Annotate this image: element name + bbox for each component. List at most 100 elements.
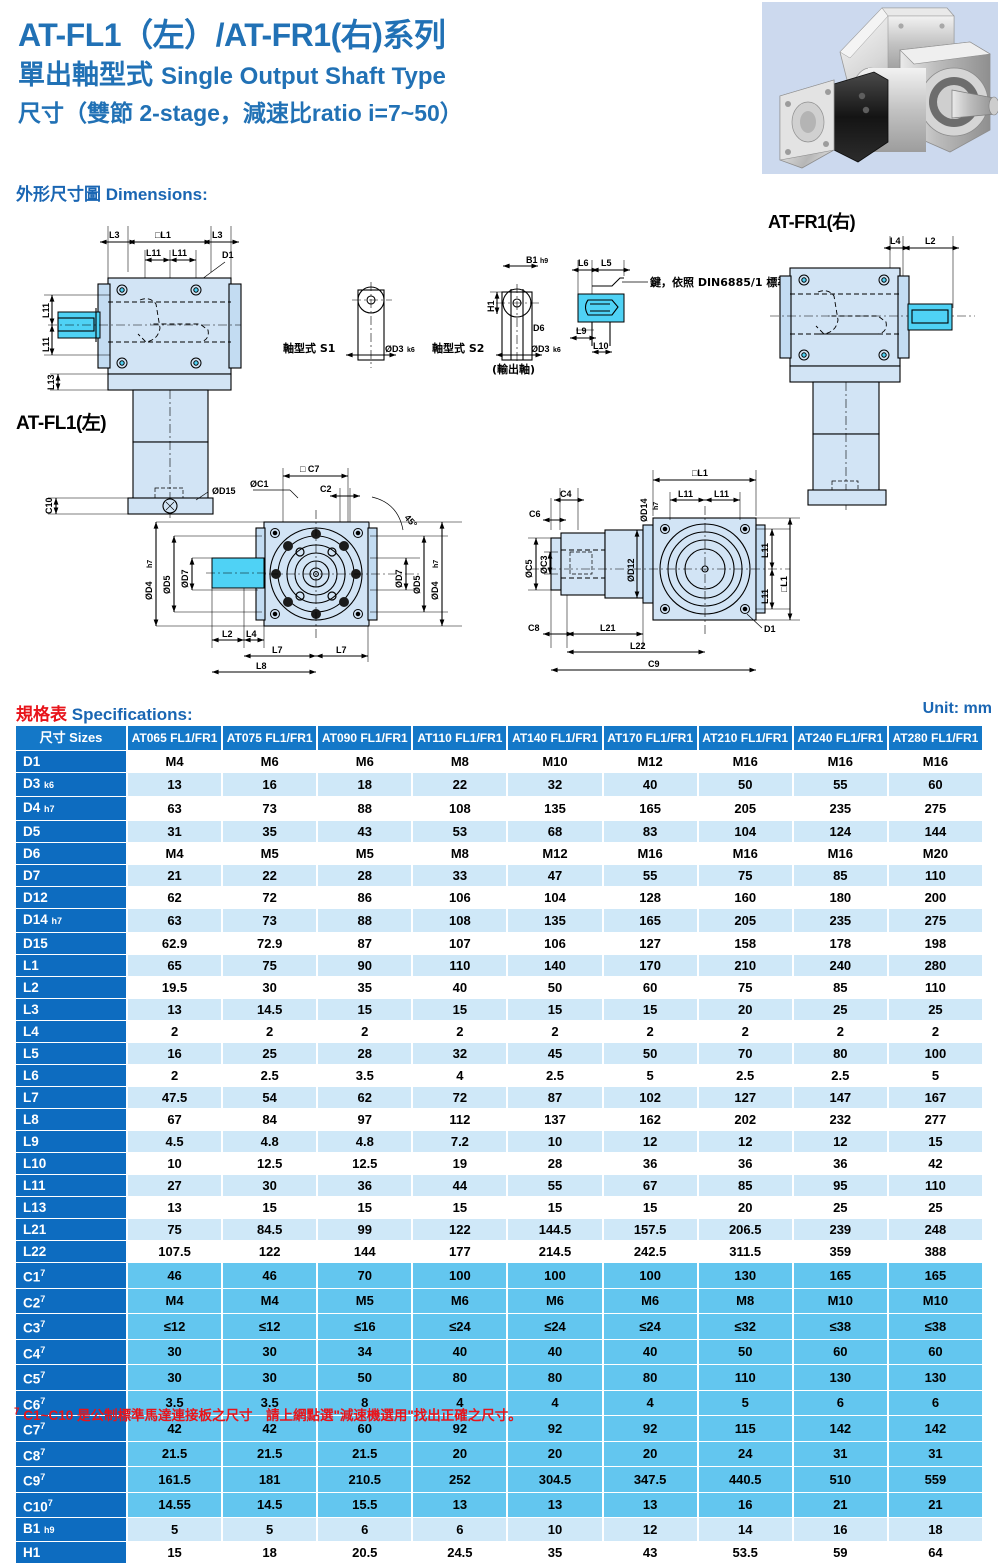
cell-l1-8: 240 — [792, 954, 889, 977]
cell-l11-7: 85 — [697, 1174, 794, 1197]
svg-text:k6: k6 — [407, 347, 415, 354]
cell-d7-6: 55 — [602, 864, 699, 887]
cell-d14-9: 275 — [887, 908, 985, 933]
cell-d14-4: 108 — [412, 908, 509, 933]
svg-text:L4: L4 — [890, 236, 901, 246]
cell-l5-6: 50 — [602, 1042, 699, 1065]
cell-c4-2: 30 — [222, 1339, 319, 1365]
column-header-5: AT140 FL1/FR1 — [507, 726, 604, 751]
table-row: C67 3.5 3.5 8 4 4 4 5 6 6 — [16, 1390, 985, 1416]
cell-l11-1: 27 — [127, 1174, 224, 1197]
cell-l2-3: 35 — [317, 976, 414, 999]
cell-l22-9: 388 — [887, 1240, 985, 1263]
cell-l2-6: 60 — [602, 976, 699, 999]
cell-d1-3: M6 — [317, 750, 414, 773]
cell-c2-9: M10 — [887, 1288, 985, 1314]
title-block: AT-FL1（左）/AT-FR1(右)系列 單出軸型式 Single Output… — [18, 14, 758, 130]
cell-l8-2: 84 — [222, 1108, 319, 1131]
table-row: C37 ≤12 ≤12 ≤16 ≤24 ≤24 ≤24 ≤32 ≤38 ≤38 — [16, 1313, 985, 1340]
cell-d14-1: 63 — [127, 908, 224, 933]
cell-l3-1: 13 — [127, 998, 224, 1021]
table-row: D12 62 72 86 106 104 128 160 180 200 — [16, 886, 985, 909]
table-row: L22 107.5 122 144 177 214.5 242.5 311.5 359 388 — [16, 1240, 985, 1263]
cell-l6-3: 3.5 — [317, 1064, 414, 1087]
cell-d5-8: 124 — [792, 820, 889, 843]
cell-d15-9: 198 — [887, 932, 985, 955]
cell-l7-8: 147 — [792, 1086, 889, 1109]
row-label-l22: L22 — [16, 1240, 128, 1263]
cell-d12-7: 160 — [697, 886, 794, 909]
cell-l5-2: 25 — [222, 1042, 319, 1065]
cell-d1-6: M12 — [602, 750, 699, 773]
cell-l22-3: 144 — [317, 1240, 414, 1263]
cell-c7-7: 115 — [697, 1415, 794, 1442]
cell-c5-8: 130 — [792, 1364, 889, 1391]
svg-text:□ C7: □ C7 — [300, 464, 319, 474]
title-cn: 單出軸型式 — [18, 60, 153, 90]
cell-h1-6: 43 — [602, 1541, 699, 1564]
cell-l9-1: 4.5 — [127, 1130, 224, 1153]
spec-heading-cn: 規格表 — [16, 705, 67, 724]
cell-c1-1: 46 — [127, 1262, 224, 1289]
cell-b1-3: 6 — [317, 1517, 414, 1542]
row-label-l13: L13 — [16, 1196, 128, 1219]
table-row: B1 h9 5 5 6 6 10 12 14 16 18 — [16, 1517, 985, 1542]
svg-text:ØD5: ØD5 — [162, 575, 172, 594]
row-label-d3: D3 k6 — [16, 772, 128, 797]
cell-l9-9: 15 — [887, 1130, 985, 1153]
cell-l21-4: 122 — [412, 1218, 509, 1241]
cell-b1-7: 14 — [697, 1517, 794, 1542]
cell-l4-1: 2 — [127, 1020, 224, 1043]
table-row: D5 31 35 43 53 68 83 104 124 144 — [16, 820, 985, 843]
column-header-7: AT210 FL1/FR1 — [697, 726, 794, 751]
cell-l5-1: 16 — [127, 1042, 224, 1065]
cell-c1-9: 165 — [887, 1262, 985, 1289]
cell-l21-1: 75 — [127, 1218, 224, 1241]
cell-l13-6: 15 — [602, 1196, 699, 1219]
cell-l21-7: 206.5 — [697, 1218, 794, 1241]
cell-c1-7: 130 — [697, 1262, 794, 1289]
cell-l10-4: 19 — [412, 1152, 509, 1175]
svg-text:L6: L6 — [578, 258, 589, 268]
svg-text:ØD4: ØD4 — [144, 581, 154, 600]
cell-l6-4: 4 — [412, 1064, 509, 1087]
cell-c6-8: 6 — [792, 1390, 889, 1416]
row-label-l7: L7 — [16, 1086, 128, 1109]
cell-l5-7: 70 — [697, 1042, 794, 1065]
svg-text:ØD3: ØD3 — [531, 344, 550, 354]
row-label-l5: L5 — [16, 1042, 128, 1065]
svg-text:L11: L11 — [41, 337, 51, 352]
row-label-d1: D1 — [16, 750, 128, 773]
svg-text:C4: C4 — [560, 489, 572, 499]
cell-c5-4: 80 — [412, 1364, 509, 1391]
table-row: C17 46 46 70 100 100 100 130 165 165 — [16, 1262, 985, 1289]
cell-c4-1: 30 — [127, 1339, 224, 1365]
cell-d1-5: M10 — [507, 750, 604, 773]
cell-l1-4: 110 — [412, 954, 509, 977]
cell-l10-9: 42 — [887, 1152, 985, 1175]
svg-text:ØD12: ØD12 — [626, 558, 636, 582]
cell-c5-9: 130 — [887, 1364, 985, 1391]
cell-c2-3: M5 — [317, 1288, 414, 1314]
row-label-l10: L10 — [16, 1152, 128, 1175]
cell-c10-8: 21 — [792, 1492, 889, 1518]
row-label-d14: D14 h7 — [16, 908, 128, 933]
cell-c3-9: ≤38 — [887, 1313, 985, 1340]
cell-l22-4: 177 — [412, 1240, 509, 1263]
cell-c9-5: 304.5 — [507, 1466, 604, 1493]
cell-c10-5: 13 — [507, 1492, 604, 1518]
cell-l10-2: 12.5 — [222, 1152, 319, 1175]
page-title-line2: 單出軸型式 Single Output Shaft Type — [18, 56, 758, 96]
cell-l2-4: 40 — [412, 976, 509, 999]
cell-c9-8: 510 — [792, 1466, 889, 1493]
svg-text:L11: L11 — [146, 248, 161, 258]
cell-d3-8: 55 — [792, 772, 889, 797]
svg-text:L13: L13 — [46, 374, 56, 390]
cell-d12-9: 200 — [887, 886, 985, 909]
cell-l2-1: 19.5 — [127, 976, 224, 999]
cell-l1-5: 140 — [507, 954, 604, 977]
cell-c6-1: 3.5 — [127, 1390, 224, 1416]
cell-l10-1: 10 — [127, 1152, 224, 1175]
cell-d3-1: 13 — [127, 772, 224, 797]
cell-l4-5: 2 — [507, 1020, 604, 1043]
